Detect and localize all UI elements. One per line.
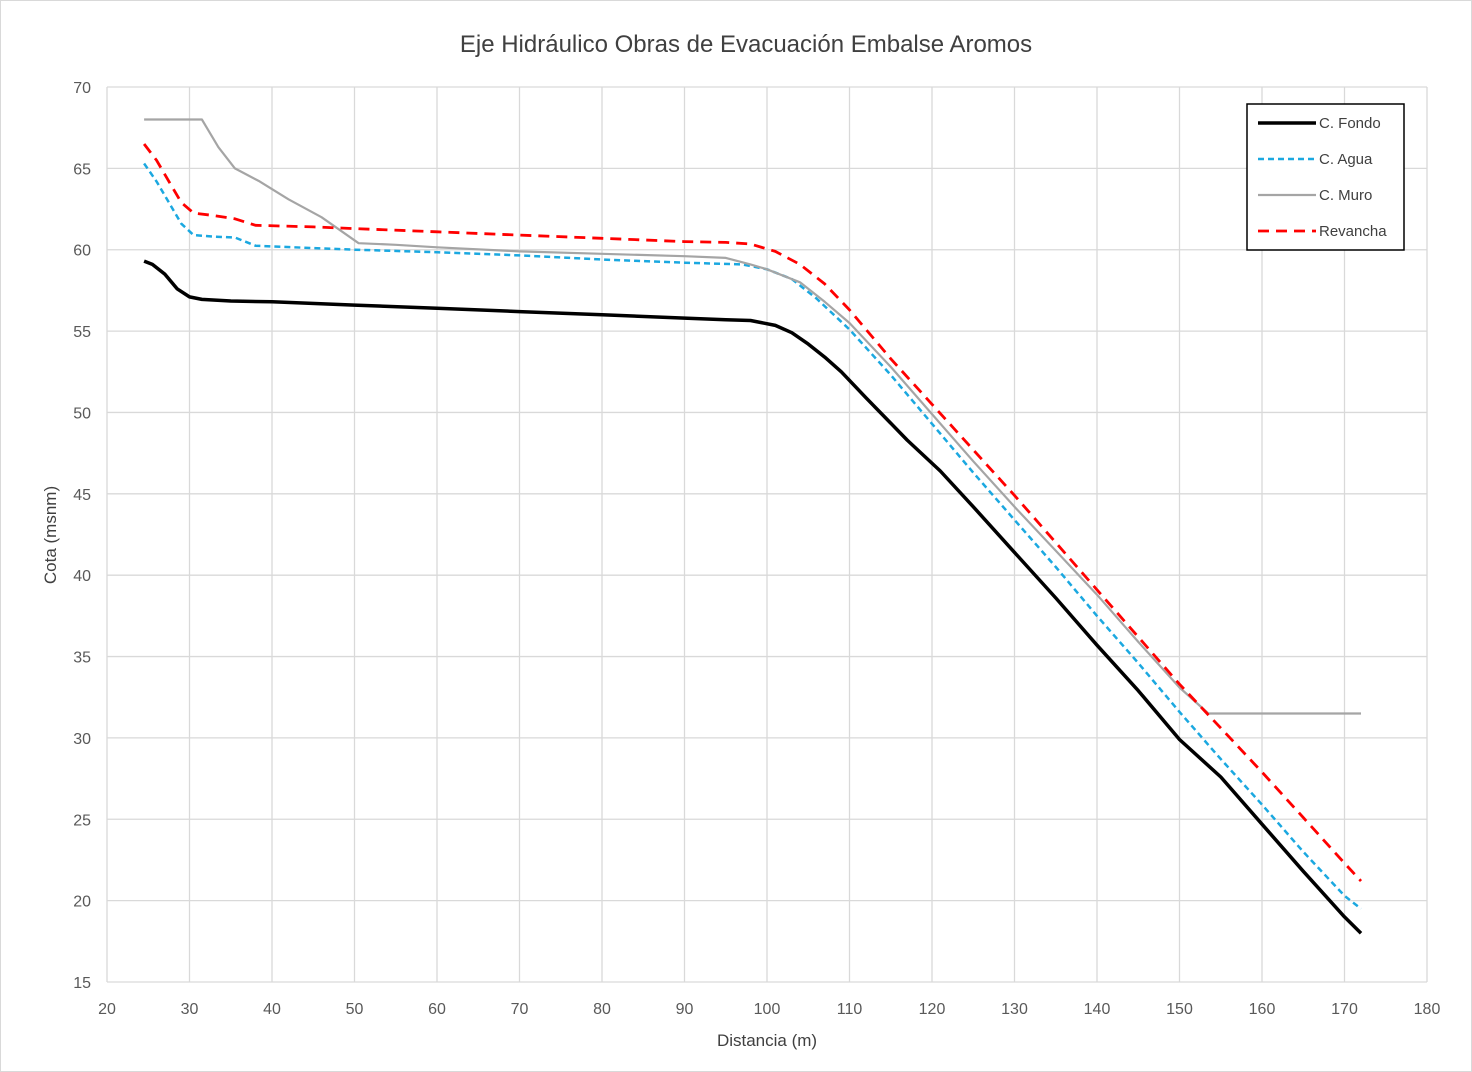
series-lines bbox=[142, 118, 1363, 935]
y-tick-label: 60 bbox=[73, 243, 91, 260]
y-tick-label: 45 bbox=[73, 487, 91, 504]
x-tick-label: 40 bbox=[263, 1001, 281, 1018]
series-line-c-agua bbox=[143, 162, 1362, 910]
y-tick-label: 40 bbox=[73, 568, 91, 585]
chart-title: Eje Hidráulico Obras de Evacuación Embal… bbox=[460, 31, 1032, 58]
legend-label: Revancha bbox=[1319, 223, 1387, 240]
x-tick-label: 180 bbox=[1414, 1001, 1441, 1018]
x-tick-label: 50 bbox=[346, 1001, 364, 1018]
x-tick-label: 130 bbox=[1001, 1001, 1028, 1018]
y-tick-label: 25 bbox=[73, 812, 91, 829]
legend-label: C. Muro bbox=[1319, 187, 1372, 204]
legend: C. Fondo C. Agua C. Muro Revancha bbox=[1246, 103, 1405, 251]
x-tick-label: 140 bbox=[1084, 1001, 1111, 1018]
y-tick-label: 20 bbox=[73, 894, 91, 911]
x-tick-label: 170 bbox=[1331, 1001, 1358, 1018]
x-tick-label: 80 bbox=[593, 1001, 611, 1018]
series-line-c-fondo bbox=[143, 259, 1363, 935]
y-tick-label: 35 bbox=[73, 650, 91, 667]
y-tick-label: 70 bbox=[73, 80, 91, 97]
y-axis-title: Cota (msnm) bbox=[41, 486, 60, 584]
series-line-revancha bbox=[142, 143, 1363, 883]
y-tick-label: 30 bbox=[73, 731, 91, 748]
x-tick-label: 100 bbox=[754, 1001, 781, 1018]
y-tick-label: 65 bbox=[73, 161, 91, 178]
legend-label: C. Agua bbox=[1319, 151, 1373, 168]
y-tick-label: 50 bbox=[73, 405, 91, 422]
x-axis-ticks: 20 30 40 50 60 70 80 90 100 110 120 130 140 150 160 170… bbox=[98, 1001, 1440, 1018]
legend-box bbox=[1246, 103, 1405, 251]
series-line-c-muro bbox=[144, 118, 1361, 715]
x-tick-label: 20 bbox=[98, 1001, 116, 1018]
x-tick-label: 120 bbox=[919, 1001, 946, 1018]
y-axis-ticks: 15 20 25 30 35 40 45 50 55 60 65 70 bbox=[73, 80, 91, 992]
x-tick-label: 90 bbox=[676, 1001, 694, 1018]
y-tick-label: 15 bbox=[73, 975, 91, 992]
x-tick-label: 60 bbox=[428, 1001, 446, 1018]
x-tick-label: 70 bbox=[511, 1001, 529, 1018]
legend-label: C. Fondo bbox=[1319, 115, 1381, 132]
x-axis-title: Distancia (m) bbox=[717, 1031, 817, 1050]
y-tick-label: 55 bbox=[73, 324, 91, 341]
x-tick-label: 160 bbox=[1249, 1001, 1276, 1018]
x-tick-label: 150 bbox=[1166, 1001, 1193, 1018]
x-tick-label: 30 bbox=[181, 1001, 199, 1018]
x-tick-label: 110 bbox=[837, 1001, 863, 1018]
